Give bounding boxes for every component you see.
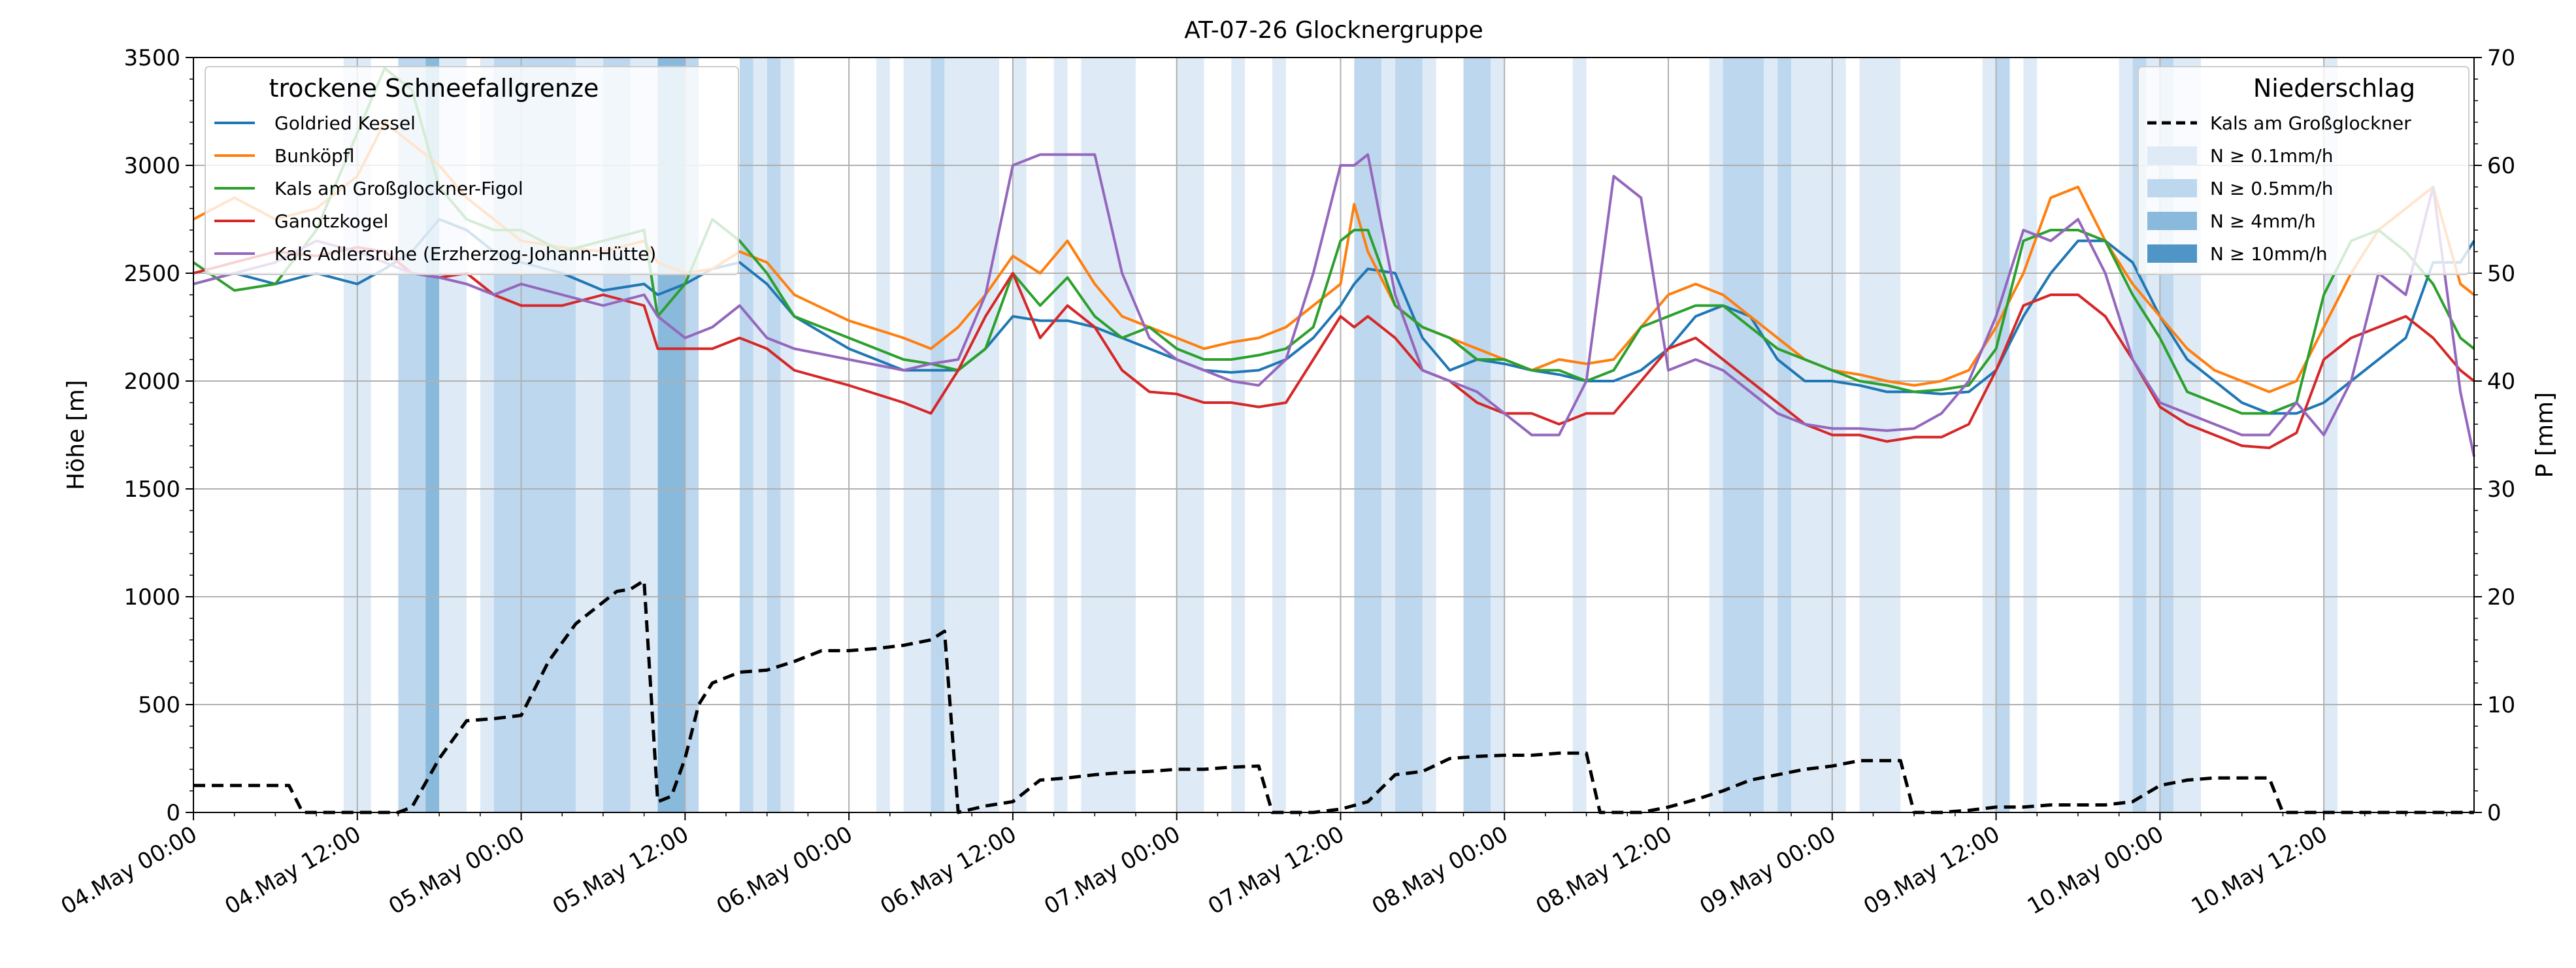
y-left-tick-label: 3500 — [124, 45, 180, 71]
series-line-3 — [193, 246, 2475, 450]
legend-precip-title: Niederschlag — [2253, 74, 2415, 103]
legend-snowfall: trockene Schneefallgrenze Goldried Kesse… — [205, 66, 739, 275]
precip-band — [1395, 58, 1423, 812]
precip-line — [193, 578, 2474, 814]
legend-precip-line-label: Kals am Großglockner — [2210, 112, 2411, 134]
y-left-tick-label: 500 — [138, 692, 180, 718]
precip-band — [753, 58, 767, 812]
y-right-tick-label: 40 — [2487, 369, 2515, 395]
legend-precip-band-swatch — [2147, 146, 2197, 165]
legend-snowfall-label: Kals Adlersruhe (Erzherzog-Johann-Hütte) — [274, 243, 656, 265]
precip-band — [1231, 58, 1246, 812]
legend-snowfall-label: Goldried Kessel — [274, 112, 416, 134]
y-axis-right-label: P [mm] — [2532, 392, 2558, 478]
precip-band — [1709, 58, 1723, 812]
series-line-4 — [193, 153, 2475, 457]
precip-band — [1463, 58, 1491, 812]
legend-snowfall-label: Ganotzkogel — [274, 210, 389, 232]
precip-band — [1381, 58, 1396, 812]
legend-snowfall-label: Kals am Großglockner-Figol — [274, 178, 523, 199]
y-right-tick-label: 50 — [2487, 261, 2515, 287]
legend-snowfall-box — [205, 66, 739, 275]
precip-band — [876, 58, 890, 812]
legend-precip-band-swatch — [2147, 244, 2197, 263]
y-right-tick-label: 10 — [2487, 692, 2515, 718]
y-left-tick-label: 2500 — [124, 261, 180, 287]
y-left-tick-label: 0 — [166, 800, 180, 826]
legend-snowfall-label: Bunköpfl — [274, 145, 354, 167]
y-right-tick-label: 0 — [2487, 800, 2502, 826]
legend-precip-band-swatch — [2147, 212, 2197, 230]
y-axis-left-label: Höhe [m] — [63, 380, 90, 490]
precip-band — [767, 58, 781, 812]
y-right-tick-label: 70 — [2487, 45, 2515, 71]
y-left-tick-label: 2000 — [124, 369, 180, 395]
legend-precip-band-label: N ≥ 0.1mm/h — [2210, 145, 2333, 167]
precip-band — [1777, 58, 1792, 812]
legend-precip-band-swatch — [2147, 179, 2197, 197]
legend-precip-bands: N ≥ 0.1mm/h N ≥ 0.5mm/h N ≥ 4mm/h N ≥ 10mm/… — [2147, 145, 2333, 265]
y-right-tick-label: 30 — [2487, 476, 2515, 503]
precip-band — [903, 58, 931, 812]
legend-precip-band-label: N ≥ 0.5mm/h — [2210, 178, 2333, 199]
plot-frame — [193, 57, 2475, 813]
precip-band — [1422, 58, 1436, 812]
precip-band — [780, 58, 795, 812]
legend-precip-box — [2138, 66, 2469, 275]
precip-band — [2119, 58, 2133, 812]
precip-band — [1859, 58, 1901, 812]
legend-snowfall-title: trockene Schneefallgrenze — [269, 74, 599, 103]
chart-title: AT-07-26 Glocknergruppe — [1184, 17, 1483, 44]
precip-bands-layer — [343, 58, 2338, 812]
precip-band — [1176, 58, 1204, 812]
precip-band — [1053, 58, 1068, 812]
precip-band — [944, 58, 999, 812]
precip-band — [931, 58, 945, 812]
precip-band — [739, 58, 753, 812]
y-left-tick-label: 1500 — [124, 476, 180, 503]
precip-band — [1764, 58, 1778, 812]
legend-precip: Niederschlag Kals am Großglockner N ≥ 0.… — [2138, 66, 2469, 275]
y-left-tick-label: 3000 — [124, 153, 180, 179]
legend-snowfall-entries: Goldried Kessel Bunköpfl Kals am Großglock… — [214, 112, 656, 265]
precip-band — [1723, 58, 1764, 812]
legend-precip-band-label: N ≥ 4mm/h — [2210, 210, 2316, 232]
y-right-tick-label: 20 — [2487, 584, 2515, 610]
precip-band — [1272, 58, 1286, 812]
y-left-tick-label: 1000 — [124, 584, 180, 610]
precip-band — [1012, 58, 1027, 812]
precip-band — [1081, 58, 1136, 812]
precip-band — [1491, 58, 1505, 812]
precip-band — [1572, 58, 1587, 812]
precip-band — [1982, 58, 1996, 812]
y-right-tick-label: 60 — [2487, 153, 2515, 179]
legend-precip-band-label: N ≥ 10mm/h — [2210, 243, 2328, 265]
series-line-0 — [193, 218, 2475, 415]
precip-band — [2023, 58, 2038, 812]
precip-band — [1354, 58, 1382, 812]
precip-band — [1996, 58, 2010, 812]
